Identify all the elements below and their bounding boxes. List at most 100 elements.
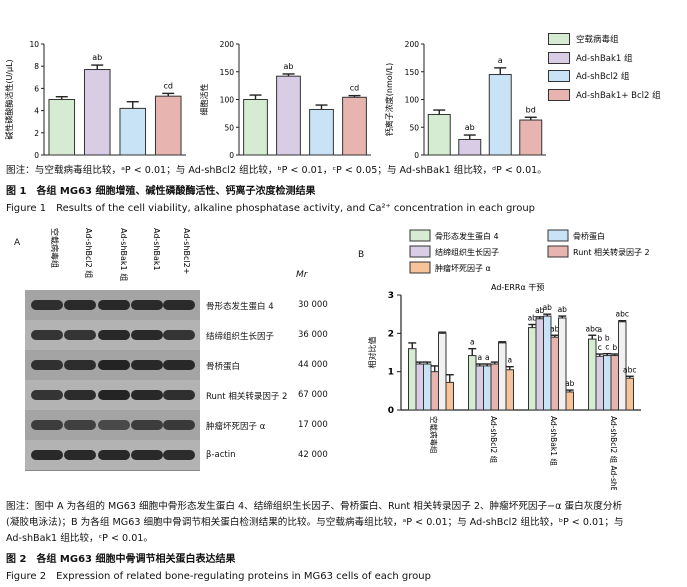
fig1-title-cn: 图 1 各组 MG63 细胞增殖、碱性磷酸酶活性、钙离子浓度检测结果 [6, 186, 316, 197]
legend-item: Ad-shBak1+ Bcl2 组 [548, 86, 687, 105]
significance-label: a [498, 56, 503, 65]
significance-label: ab [284, 62, 294, 71]
bar [243, 99, 268, 156]
bar [505, 369, 514, 411]
lane-label: Ad-shBak1 [152, 228, 161, 271]
legend-label: Ad-shBcl2 组 [576, 72, 630, 83]
chart-title: Ad-ERRα 干预 [491, 282, 544, 292]
protein-band [163, 330, 195, 340]
y-tick-label: 0 [34, 151, 39, 160]
significance-label: bd [526, 105, 536, 114]
significance-label: b [597, 334, 602, 343]
bar [528, 327, 537, 411]
significance-label: abc [616, 310, 629, 319]
significance-label: b [612, 343, 617, 352]
bar [48, 99, 76, 156]
protein-band [64, 360, 96, 370]
fig2-note-line2: (凝胶电泳法)；B 为各组 MG63 细胞中骨调节相关蛋白检测结果的比较。与空载… [6, 517, 624, 528]
legend-label: Runt 相关转录因子 2 [573, 247, 650, 257]
legend-swatch [548, 88, 570, 101]
protein-band [31, 300, 63, 310]
protein-band [131, 330, 163, 340]
significance-label: a [597, 325, 602, 334]
protein-band [163, 390, 195, 400]
bar [498, 342, 507, 411]
lane-label: 空载病毒组 [50, 228, 60, 268]
bar [483, 365, 492, 411]
bar [468, 355, 477, 411]
legend-swatch [547, 245, 569, 258]
y-tick-label: 50 [409, 123, 419, 132]
fig1-legend: 空载病毒组 Ad-shBak1 组 Ad-shBcl2 组 Ad-shBak1+ Bc… [548, 30, 687, 104]
significance-label: c [598, 343, 602, 352]
significance-label: a [485, 353, 490, 362]
y-tick-label: 6 [34, 84, 39, 93]
bar [550, 336, 559, 411]
bar [438, 332, 447, 411]
bar [458, 138, 482, 156]
protein-band [163, 450, 195, 460]
x-tick-label: Ad-shBcl2 组 [489, 416, 499, 464]
y-axis-label: 钙离子浓度(nmol/L) [384, 63, 394, 136]
significance-label: a [470, 338, 475, 347]
legend-item: Ad-shBcl2 组 [548, 67, 687, 86]
legend-swatch [547, 229, 569, 242]
protein-band [98, 300, 130, 310]
blot-row [25, 320, 200, 351]
legend-swatch [548, 33, 570, 46]
significance-label: a [477, 353, 482, 362]
bar [618, 321, 627, 411]
bar [408, 348, 417, 411]
panel-a-lane-labels: 空载病毒组 Ad-shBcl2 组 Ad-shBak1 组 Ad-shBak1 Ad-s… [50, 228, 191, 281]
legend-item: 空载病毒组 [548, 30, 687, 49]
x-tick-label: 空载病毒组 [429, 416, 439, 454]
band-name: β-actin [206, 450, 236, 460]
bar [625, 377, 634, 411]
legend-label: 空载病毒组 [576, 35, 619, 46]
protein-band [98, 420, 130, 430]
bar [535, 318, 544, 411]
band-molecular-weight: 30 000 [298, 300, 328, 310]
legend-swatch [548, 70, 570, 83]
significance-label: cd [350, 84, 359, 93]
legend-swatch [409, 245, 431, 258]
bar [342, 96, 367, 156]
legend-label: 肿瘤坏死因子 α [435, 263, 491, 273]
lane-label: Ad-shBcl2 组 [84, 228, 94, 278]
protein-band [31, 420, 63, 430]
bar [427, 113, 451, 156]
lane-label: Ad-shBcl2+ [182, 228, 191, 274]
band-molecular-weight: 36 000 [298, 330, 328, 340]
bar [119, 107, 147, 156]
blot-band-labels: 骨形态发生蛋白 4 30 000 结缔组织生长因子 36 000 骨桥蛋白 44 000 R… [206, 290, 346, 470]
significance-label: b [605, 334, 610, 343]
y-tick-label: 0 [414, 151, 419, 160]
panel-a-label: A [14, 238, 21, 248]
fig1-chart-viability: 细胞活性 0 50 100 150 200 ab cd [199, 40, 371, 160]
band-name: 肿瘤坏死因子 α [206, 422, 266, 432]
bar [423, 363, 432, 411]
protein-band [31, 450, 63, 460]
significance-label: abc [586, 324, 599, 333]
protein-band [64, 450, 96, 460]
band-name: 骨形态发生蛋白 4 [206, 302, 274, 312]
y-tick-label: 4 [34, 107, 39, 116]
protein-band [163, 420, 195, 430]
legend-label: Ad-shBak1 组 [576, 53, 633, 64]
bar [154, 95, 182, 156]
fig1-chart-calcium: 钙离子浓度(nmol/L) 0 50 100 150 200 ab a bd [384, 40, 546, 160]
fig1-note: 图注：与空载病毒组比较，ᵃP < 0.01；与 Ad-shBcl2 组比较，ᵇP… [6, 165, 547, 176]
bar [490, 363, 499, 411]
y-axis-label: 细胞活性 [199, 84, 209, 116]
bar [415, 363, 424, 411]
bar [475, 365, 484, 411]
bar [276, 75, 301, 156]
blot-row [25, 410, 200, 441]
significance-label: c [605, 343, 609, 352]
y-tick-label: 150 [405, 68, 420, 77]
significance-label: ab [465, 123, 475, 132]
protein-band [31, 360, 63, 370]
band-molecular-weight: 67 000 [298, 390, 328, 400]
legend-swatch [409, 261, 431, 274]
